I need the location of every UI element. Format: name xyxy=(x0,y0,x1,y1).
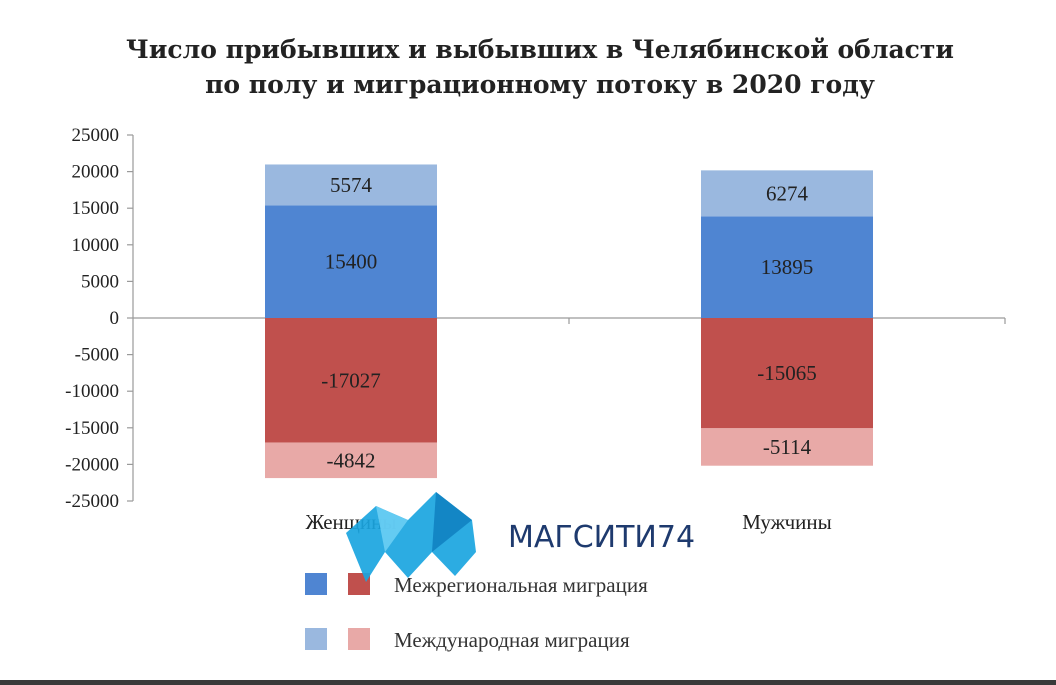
bar-segment xyxy=(701,170,873,217)
data-label: -4842 xyxy=(327,448,376,472)
watermark-logo-facet xyxy=(432,492,472,552)
legend-swatch xyxy=(348,628,370,650)
bar-segment xyxy=(701,318,873,429)
watermark-text: МАГСИТИ74 xyxy=(508,520,695,555)
y-tick-label: 10000 xyxy=(72,235,120,256)
legend-swatch xyxy=(348,573,370,595)
y-tick-label: 25000 xyxy=(72,125,120,146)
y-tick-label: 0 xyxy=(110,308,120,329)
data-label: 5574 xyxy=(330,173,373,197)
bar-segment xyxy=(701,428,873,466)
y-tick-label: 5000 xyxy=(81,271,119,292)
data-label: 13895 xyxy=(761,255,814,279)
watermark-logo xyxy=(346,492,476,582)
y-tick-label: 20000 xyxy=(72,162,120,183)
legend-swatch xyxy=(305,628,327,650)
watermark: МАГСИТИ74 xyxy=(346,492,695,582)
bottom-border xyxy=(0,680,1056,685)
bar-segment xyxy=(265,318,437,443)
legend: Межрегиональная миграция Международная ми… xyxy=(305,573,648,652)
y-tick-label: 15000 xyxy=(72,198,120,219)
data-label: 6274 xyxy=(766,181,809,205)
legend-label: Межрегиональная миграция xyxy=(394,573,648,597)
watermark-logo-facet xyxy=(376,506,408,552)
y-tick-label: -5000 xyxy=(75,345,119,366)
chart-title-line1: Число прибывших и выбывших в Челябинской… xyxy=(126,35,954,64)
y-tick-label: -20000 xyxy=(65,454,119,475)
y-tick-label: -25000 xyxy=(65,491,119,512)
plot-area: 25000 20000 15000 10000 5000 0 -5000 -10000 -150… xyxy=(65,125,1006,534)
data-label: -5114 xyxy=(763,435,812,459)
bar-segment xyxy=(265,205,437,318)
bar-segment xyxy=(265,442,437,479)
data-label: -15065 xyxy=(757,361,817,385)
data-label: 15400 xyxy=(325,250,378,274)
y-tick-label: -15000 xyxy=(65,418,119,439)
chart-title-line2: по полу и миграционному потоку в 2020 го… xyxy=(205,70,875,99)
data-label: -17027 xyxy=(321,368,381,392)
y-tick-label: -10000 xyxy=(65,381,119,402)
bar-segment xyxy=(701,216,873,318)
legend-label: Международная миграция xyxy=(394,628,630,652)
category-label: Мужчины xyxy=(742,510,832,534)
bar-segment xyxy=(265,164,437,206)
legend-swatch xyxy=(305,573,327,595)
